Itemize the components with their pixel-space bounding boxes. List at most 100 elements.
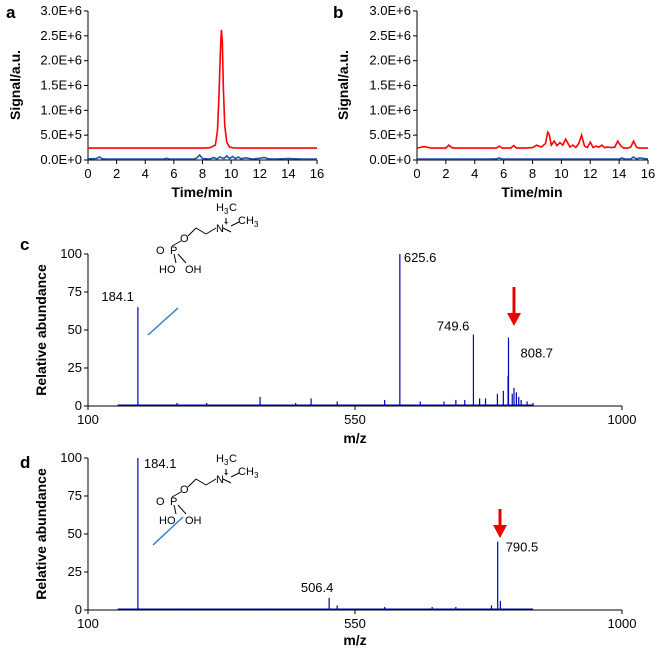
- x-tick-label: 14: [281, 166, 295, 181]
- y-tick-label: 1.5E+6: [40, 78, 82, 93]
- structure-h3c-sub: 3: [224, 458, 229, 467]
- x-tick-label: 4: [471, 166, 478, 181]
- x-tick-label: 550: [344, 616, 366, 631]
- peak-label: 808.7: [520, 346, 553, 361]
- x-tick-label: 0: [84, 166, 91, 181]
- x-axis-title: Time/min: [171, 184, 232, 200]
- x-tick-label: 8: [199, 166, 206, 181]
- structure-ho-label: HO: [159, 515, 176, 527]
- panel-label: a: [6, 3, 16, 22]
- structure-ch3-sub: 3: [254, 471, 259, 480]
- y-tick-label: 75: [68, 488, 82, 503]
- y-tick-label: 50: [68, 322, 82, 337]
- y-tick-label: 0.0E+0: [369, 152, 411, 167]
- series-line-1: [87, 153, 317, 160]
- y-tick-label: 75: [68, 284, 82, 299]
- y-tick-label: 3.0E+6: [40, 3, 82, 18]
- structure-ch3-label: CH: [238, 215, 254, 227]
- y-tick-label: 25: [68, 564, 82, 579]
- structure-oh-label: OH: [185, 515, 202, 527]
- structure-oh-label: OH: [185, 264, 202, 276]
- x-tick-label: 100: [77, 616, 99, 631]
- structure-o-double-label: O: [156, 496, 165, 508]
- y-tick-label: 2.0E+6: [369, 53, 411, 68]
- structure-h3c-h: H: [216, 453, 224, 465]
- x-tick-label: 16: [641, 166, 655, 181]
- structure-pointer-line-c: [147, 307, 179, 336]
- y-tick-label: 3.0E+6: [369, 3, 411, 18]
- y-tick-label: 0: [75, 602, 82, 617]
- peak-label: 625.6: [404, 250, 437, 265]
- x-axis-title: m/z: [343, 430, 366, 446]
- structure-h3c-c: C: [229, 202, 237, 214]
- choline-phosphate-structure-c: O O P HO OH H 3 C N + CH 3: [156, 202, 259, 276]
- chart-panel-b: b 0.0E+0 5.0E+5 1.0E+6 1.5E+6 2.0E+6 2.5E+6 3.0…: [333, 3, 655, 200]
- structure-p-label: P: [170, 496, 177, 508]
- y-axis-title: Signal/a.u.: [7, 50, 23, 120]
- x-tick-label: 2: [442, 166, 449, 181]
- y-axis-title: Relative abundance: [33, 468, 49, 600]
- structure-h3c-c: C: [229, 453, 237, 465]
- structure-ch3-label: CH: [238, 466, 254, 478]
- x-tick-label: 8: [529, 166, 536, 181]
- structure-n-label: N: [216, 474, 224, 486]
- x-tick-label: 10: [554, 166, 568, 181]
- structure-pointer-line-d: [152, 516, 184, 546]
- panel-label: d: [20, 453, 30, 472]
- y-tick-label: 5.0E+5: [40, 127, 82, 142]
- x-tick-label: 100: [77, 412, 99, 427]
- structure-ch3-sub: 3: [254, 220, 259, 229]
- structure-n-charge: +: [224, 469, 229, 478]
- x-tick-label: 12: [583, 166, 597, 181]
- x-tick-label: 6: [500, 166, 507, 181]
- structure-p-label: P: [170, 245, 177, 257]
- series-line-0: [88, 29, 317, 149]
- structure-n-label: N: [216, 223, 224, 235]
- y-axis-title: Relative abundance: [33, 264, 49, 396]
- series-line-0: [416, 130, 648, 149]
- y-tick-label: 1.0E+6: [40, 102, 82, 117]
- x-tick-label: 14: [612, 166, 626, 181]
- x-tick-label: 2: [113, 166, 120, 181]
- peak-label: 506.4: [301, 580, 334, 595]
- peak-label: 184.1: [144, 456, 177, 471]
- x-tick-label: 10: [224, 166, 238, 181]
- y-tick-label: 2.5E+6: [369, 28, 411, 43]
- y-tick-label: 0.0E+0: [40, 152, 82, 167]
- y-axis-title: Signal/a.u.: [335, 50, 351, 120]
- chart-panel-a: a 0.0E+0 5.0E+5 1.0E+6 1.5E+6 2.0E+6 2.5E+6 3.0…: [6, 3, 324, 200]
- y-tick-label: 100: [60, 450, 82, 465]
- x-tick-label: 6: [170, 166, 177, 181]
- series-line-1: [417, 156, 649, 160]
- structure-h3c-h: H: [216, 202, 224, 214]
- choline-phosphate-structure-d: O O P HO OH H 3 C N + CH 3: [156, 453, 259, 527]
- y-tick-label: 0: [75, 398, 82, 413]
- structure-o-label: O: [180, 233, 189, 245]
- panel-label: b: [333, 3, 343, 22]
- structure-h3c-sub: 3: [224, 207, 229, 216]
- red-arrow-icon-d: [493, 509, 507, 538]
- x-axis-title: m/z: [343, 632, 366, 648]
- x-tick-label: 4: [142, 166, 149, 181]
- x-tick-label: 1000: [608, 412, 637, 427]
- y-tick-label: 1.0E+6: [369, 102, 411, 117]
- x-axis-title: Time/min: [501, 184, 562, 200]
- structure-n-charge: +: [224, 218, 229, 227]
- x-tick-label: 550: [344, 412, 366, 427]
- y-tick-label: 25: [68, 360, 82, 375]
- y-tick-label: 2.0E+6: [40, 53, 82, 68]
- peak-label: 790.5: [506, 540, 539, 555]
- peak-label: 184.1: [101, 289, 134, 304]
- x-tick-label: 16: [310, 166, 324, 181]
- panel-label: c: [20, 235, 29, 254]
- peak-label: 749.6: [437, 319, 470, 334]
- x-tick-label: 12: [253, 166, 267, 181]
- structure-ho-label: HO: [159, 264, 176, 276]
- y-tick-label: 5.0E+5: [369, 127, 411, 142]
- y-tick-label: 50: [68, 526, 82, 541]
- y-tick-label: 2.5E+6: [40, 28, 82, 43]
- y-tick-label: 100: [60, 246, 82, 261]
- x-tick-label: 1000: [608, 616, 637, 631]
- y-tick-label: 1.5E+6: [369, 78, 411, 93]
